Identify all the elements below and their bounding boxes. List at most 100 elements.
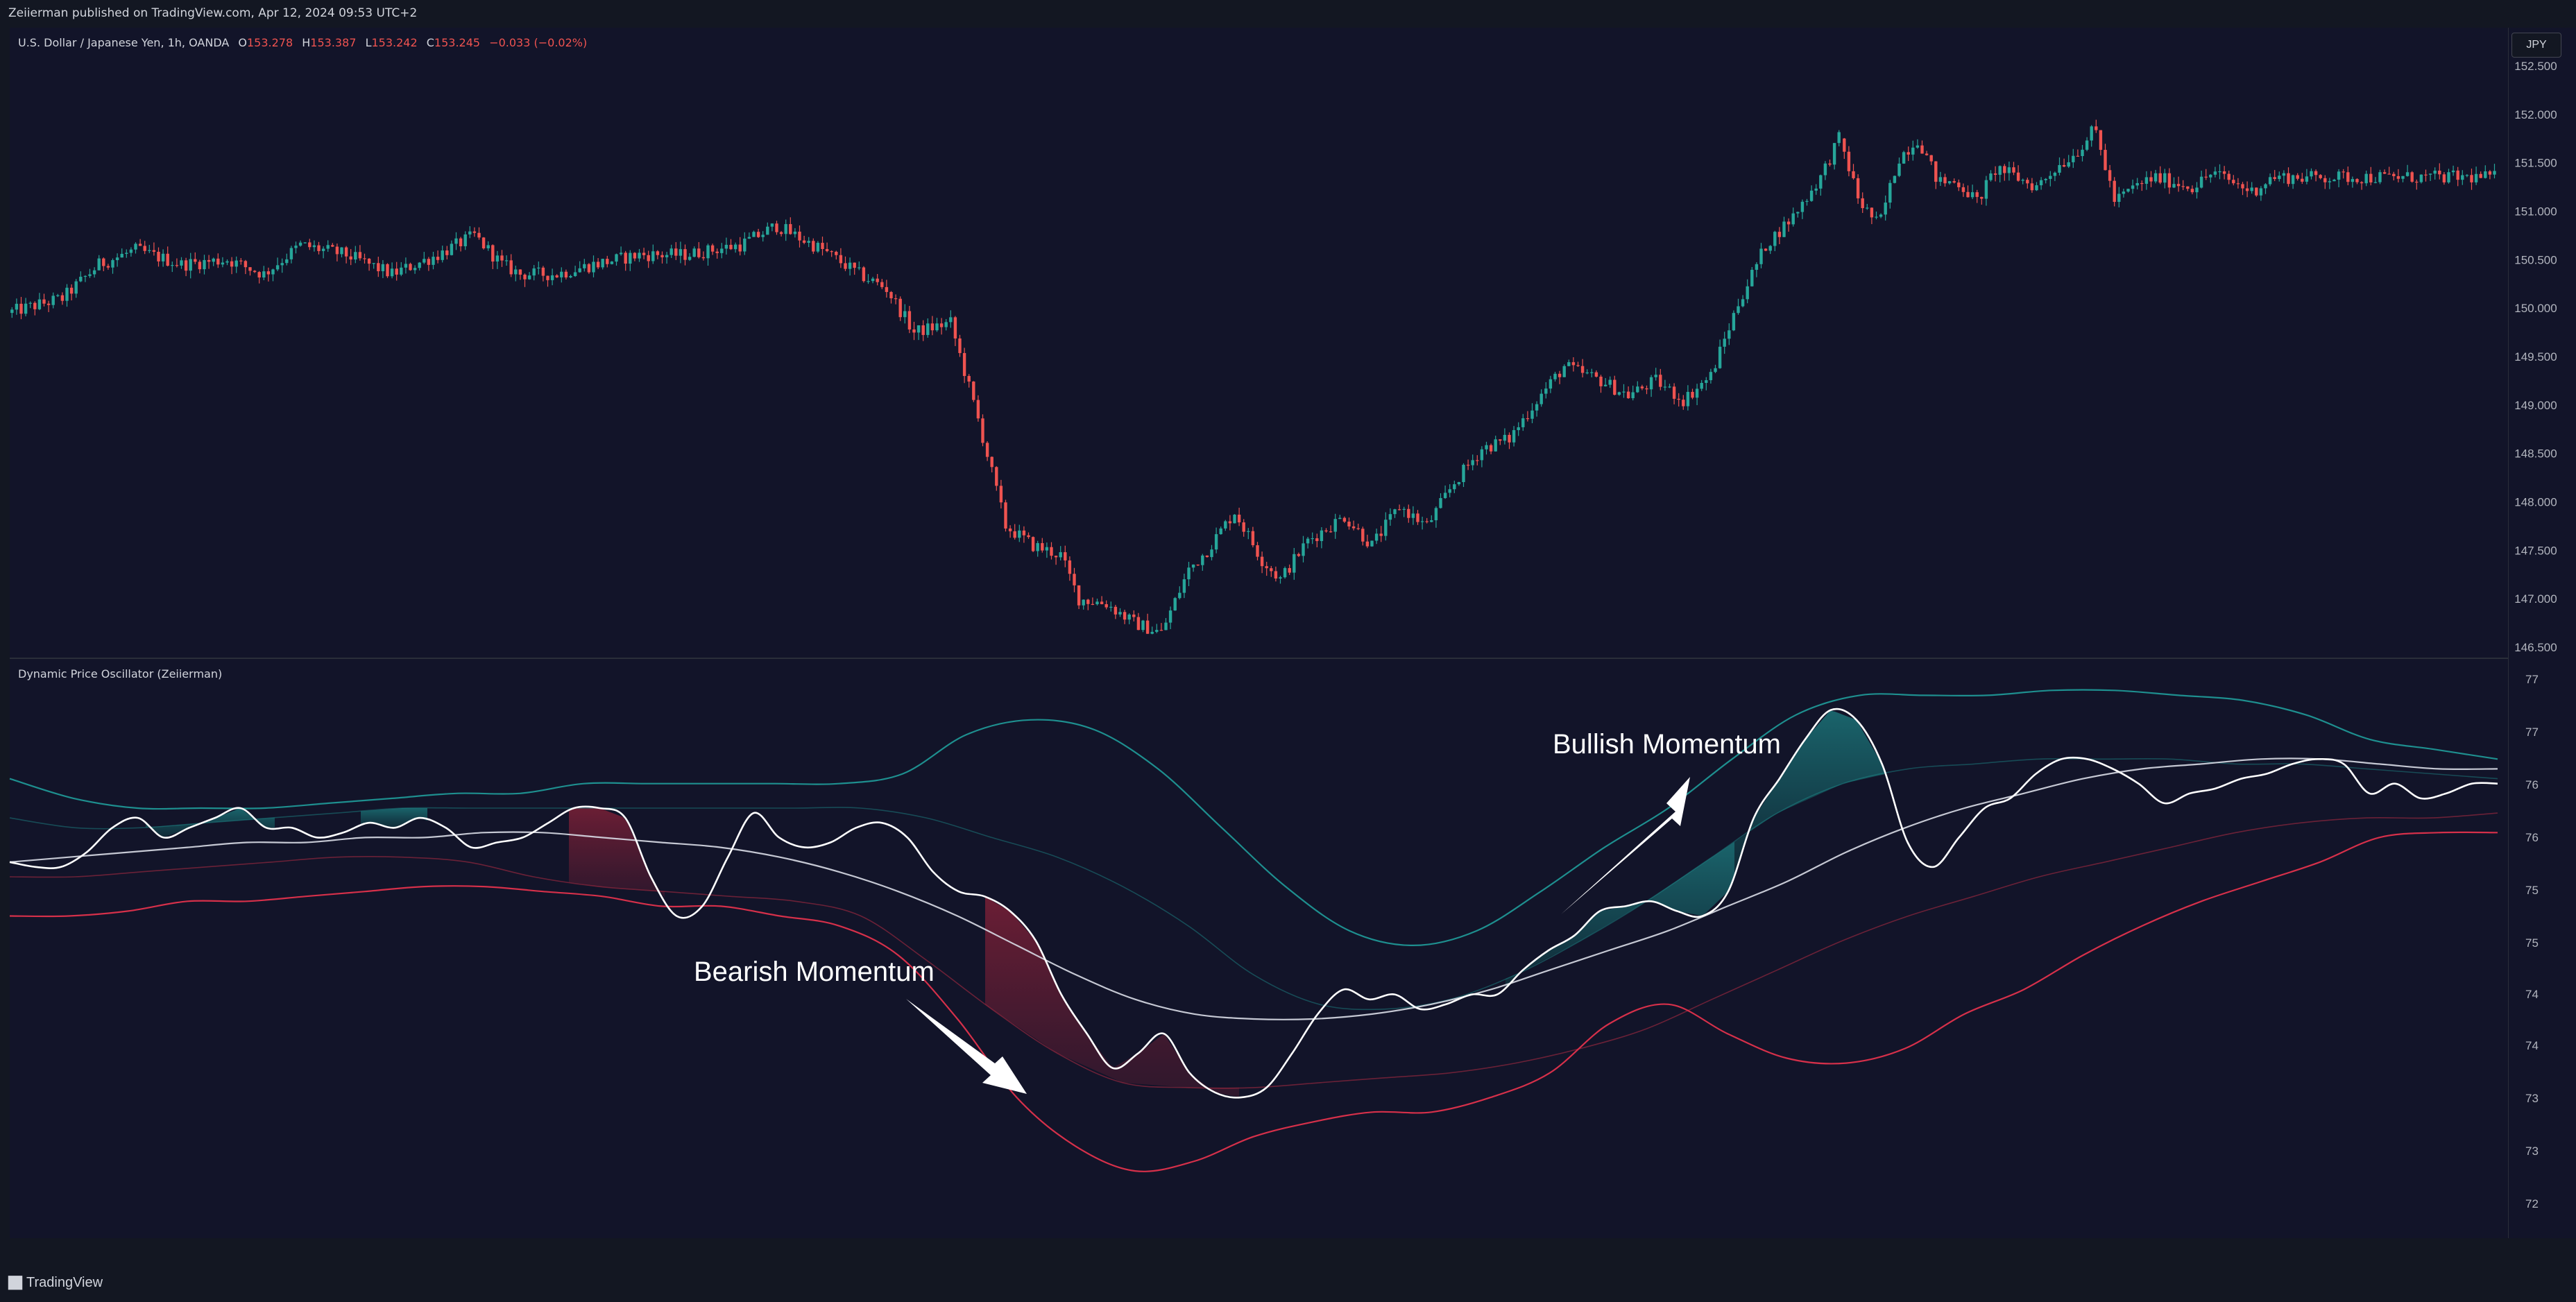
candle-body: [1214, 534, 1218, 550]
candle-body: [354, 252, 357, 260]
candle-body: [885, 286, 889, 292]
candle-body: [1786, 221, 1791, 225]
candle-body: [244, 261, 248, 268]
price-tick-label: 150.500: [2514, 253, 2557, 266]
candle-body: [2291, 175, 2295, 185]
candle-body: [669, 248, 673, 255]
currency-button[interactable]: JPY: [2511, 33, 2561, 58]
candle-body: [509, 260, 513, 275]
candle-body: [2076, 155, 2080, 157]
candle-body: [1068, 560, 1072, 574]
candle-body: [752, 232, 756, 237]
candle-body: [1050, 547, 1053, 556]
price-tick-label: 147.500: [2514, 544, 2557, 557]
candle-body: [2392, 173, 2396, 176]
candle-body: [358, 252, 362, 259]
candle-body: [798, 231, 801, 241]
candle-body: [1861, 198, 1864, 209]
candle-body: [1773, 232, 1777, 246]
candle-body: [33, 302, 37, 309]
mid-basis-line: [9, 757, 2498, 1020]
candle-body: [779, 232, 783, 234]
candle-body: [1407, 508, 1410, 518]
candle-body: [1691, 391, 1694, 398]
candle-body: [2113, 180, 2116, 203]
candle-body: [230, 261, 234, 267]
candle-body: [1594, 372, 1598, 377]
candle-body: [1224, 521, 1227, 529]
candle-body: [2026, 180, 2029, 184]
candle-body: [2176, 184, 2181, 187]
candle-body: [1837, 132, 1841, 144]
tradingview-logo[interactable]: ⬛︎ TradingView: [8, 1275, 103, 1291]
candle-body: [962, 352, 966, 377]
candle-body: [1351, 526, 1356, 529]
candle-body: [1934, 161, 1938, 182]
candle-body: [275, 265, 280, 270]
candle-body: [79, 276, 83, 282]
candle-body: [1750, 269, 1754, 286]
candle-body: [1645, 388, 1648, 390]
candle-body: [203, 259, 206, 270]
candle-body: [1425, 521, 1428, 522]
candle-body: [1008, 528, 1012, 531]
candle-body: [756, 232, 760, 237]
candle-body: [1961, 187, 1965, 192]
price-tick-label: 150.000: [2514, 302, 2557, 315]
candle-body: [2067, 162, 2070, 167]
candle-body: [2126, 189, 2130, 192]
candle-body: [990, 456, 993, 468]
candle-body: [1384, 520, 1388, 536]
candle-body: [486, 245, 490, 249]
price-axis[interactable]: [2508, 28, 2576, 1238]
candle-body: [349, 256, 352, 260]
candle-body: [1737, 306, 1740, 314]
candle-body: [1617, 392, 1621, 395]
candle-body: [665, 255, 669, 257]
candle-body: [2387, 173, 2391, 175]
candle-body: [390, 268, 394, 277]
candle-body: [688, 257, 692, 260]
candle-body: [2405, 172, 2409, 176]
candle-body: [1700, 383, 1703, 389]
candle-body: [1764, 248, 1768, 251]
candle-body: [60, 295, 65, 301]
candle-body: [216, 258, 220, 265]
candle-body: [221, 262, 225, 265]
candle-body: [807, 241, 810, 243]
candle-body: [1888, 182, 1892, 203]
chart-canvas[interactable]: [10, 28, 2508, 1238]
candle-body: [2007, 167, 2011, 173]
candle-body: [1054, 556, 1058, 558]
candle-body: [930, 323, 935, 331]
candle-body: [1489, 445, 1493, 452]
candle-body: [1499, 439, 1502, 441]
candle-body: [1247, 531, 1250, 532]
price-axis-ticks: 152.500 152.000 151.500 151.000 150.500 150.0…: [2514, 60, 2557, 654]
candle-body: [257, 272, 261, 278]
candle-body: [1233, 514, 1236, 524]
top-bar: Zeiierman published on TradingView.com, …: [0, 0, 2576, 28]
candle-body: [583, 264, 586, 268]
candle-body: [1471, 460, 1474, 465]
candle-body: [69, 287, 74, 294]
candle-body: [1086, 599, 1090, 604]
candle-body: [2264, 184, 2267, 189]
candle-body: [1636, 386, 1639, 393]
candle-body: [1297, 554, 1301, 556]
candle-body: [2314, 171, 2318, 175]
candle-body: [1402, 508, 1406, 510]
candle-body: [1814, 188, 1818, 191]
candle-body: [1159, 630, 1163, 631]
candle-body: [564, 271, 568, 277]
candle-body: [418, 262, 421, 268]
candle-body: [1260, 556, 1264, 567]
candle-body: [729, 244, 733, 250]
candle-body: [1306, 538, 1310, 544]
candle-body: [2044, 178, 2047, 180]
candle-body: [1980, 196, 1984, 199]
candle-body: [125, 252, 128, 254]
candle-body: [830, 251, 833, 252]
candle-body: [1430, 520, 1433, 522]
